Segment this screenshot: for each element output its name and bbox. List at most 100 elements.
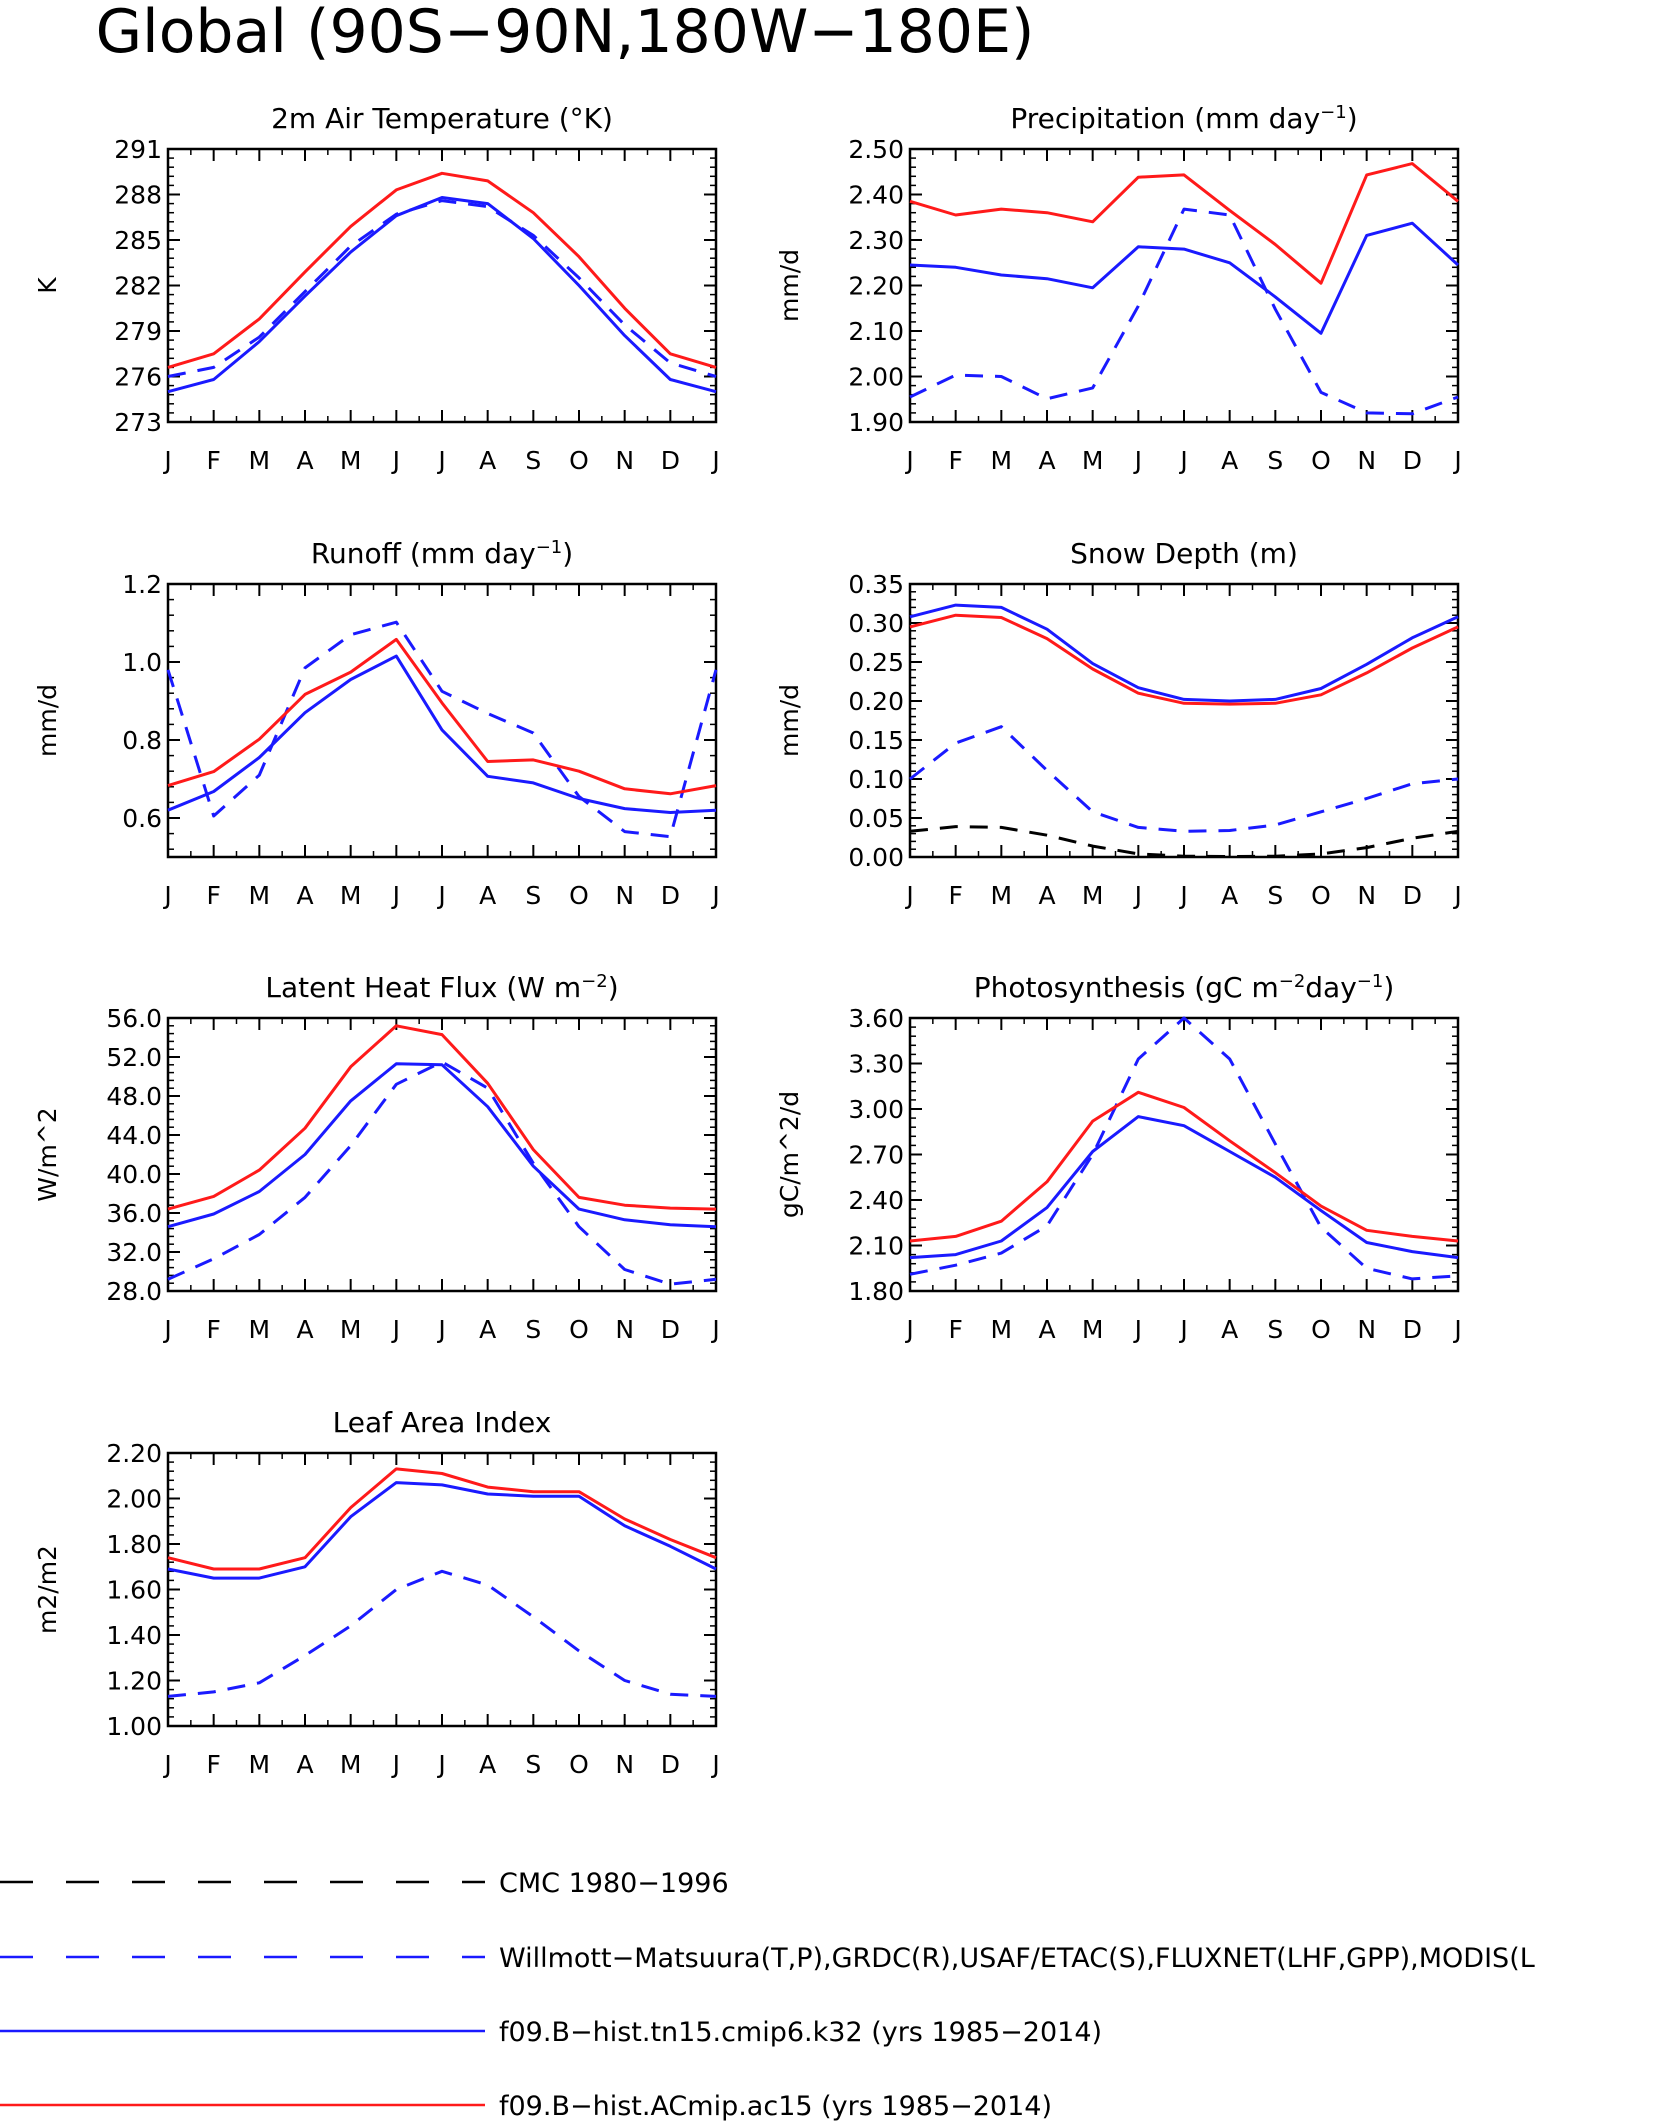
series-line-solid-1 xyxy=(909,221,1460,335)
x-tick-label: D xyxy=(661,1315,680,1344)
series-line-dashed-0 xyxy=(166,620,718,839)
x-tick-label: J xyxy=(162,1315,171,1344)
y-tick-label: 3.00 xyxy=(848,1095,904,1124)
y-tick-label: 0.35 xyxy=(848,570,904,599)
plot-frame xyxy=(166,1451,718,1728)
y-tick-label: 276 xyxy=(114,363,162,392)
y-tick-label: 2.70 xyxy=(848,1141,904,1170)
x-tick-label: N xyxy=(1357,1315,1376,1344)
y-tick-label: 0.05 xyxy=(848,804,904,833)
x-tick-label: S xyxy=(1267,1315,1283,1344)
panel-title: Leaf Area Index xyxy=(333,1406,552,1439)
plot-frame xyxy=(166,147,718,424)
series-line-dashed-0 xyxy=(167,199,717,378)
x-tick-label: J xyxy=(391,446,400,475)
x-tick-label: M xyxy=(991,446,1013,475)
x-tick-label: A xyxy=(1038,1315,1055,1344)
x-tick-label: F xyxy=(206,446,220,475)
x-tick-label: J xyxy=(1178,1315,1187,1344)
series-line-solid-1 xyxy=(167,196,717,394)
x-tick-label: J xyxy=(391,881,400,910)
x-tick-label: J xyxy=(904,881,913,910)
x-tick-label: A xyxy=(1038,446,1055,475)
x-tick-label: J xyxy=(710,1750,719,1779)
x-tick-label: J xyxy=(1452,881,1461,910)
x-tick-label: A xyxy=(296,1315,313,1344)
x-tick-label: F xyxy=(948,446,962,475)
x-tick-label: M xyxy=(340,881,362,910)
y-tick-label: 0.8 xyxy=(122,726,162,755)
x-tick-label: D xyxy=(1403,1315,1422,1344)
x-tick-label: J xyxy=(1178,881,1187,910)
y-axis-label: mm/d xyxy=(775,249,804,322)
x-tick-label: O xyxy=(569,881,589,910)
x-tick-label: F xyxy=(206,881,220,910)
y-tick-label: 28.0 xyxy=(106,1277,162,1306)
y-tick-label: 1.2 xyxy=(122,570,162,599)
series-line-dashed-0 xyxy=(167,1569,717,1698)
series-line-dashed-0 xyxy=(909,825,1459,859)
x-tick-label: A xyxy=(1038,881,1055,910)
y-tick-label: 0.10 xyxy=(848,765,904,794)
legend-label-1: Willmott−Matsuura(T,P),GRDC(R),USAF/ETAC… xyxy=(499,1943,1535,1974)
y-tick-label: 0.30 xyxy=(848,609,904,638)
y-tick-label: 0.00 xyxy=(848,843,904,872)
x-tick-label: D xyxy=(661,881,680,910)
x-tick-label: M xyxy=(249,881,271,910)
x-tick-label: N xyxy=(615,1315,634,1344)
y-tick-label: 2.10 xyxy=(848,317,904,346)
y-axis-label: gC/m^2/d xyxy=(775,1091,804,1218)
x-tick-label: D xyxy=(1403,881,1422,910)
y-tick-label: 0.15 xyxy=(848,726,904,755)
x-tick-label: F xyxy=(948,881,962,910)
plot-frame xyxy=(908,147,1460,424)
plot-frame xyxy=(166,1016,718,1293)
x-tick-label: J xyxy=(1133,1315,1142,1344)
x-tick-label: J xyxy=(1452,1315,1461,1344)
x-tick-label: O xyxy=(569,446,589,475)
y-tick-label: 285 xyxy=(114,226,162,255)
legend-label-3: f09.B−hist.ACmip.ac15 (yrs 1985−2014) xyxy=(499,2091,1052,2122)
x-tick-label: D xyxy=(1403,446,1422,475)
x-tick-label: J xyxy=(904,446,913,475)
series-line-dashed-0 xyxy=(909,207,1459,416)
series-line-solid-2 xyxy=(167,1024,717,1211)
y-tick-label: 0.6 xyxy=(122,804,162,833)
series-line-solid-2 xyxy=(909,603,1459,703)
x-tick-label: J xyxy=(162,1750,171,1779)
y-tick-label: 2.00 xyxy=(848,363,904,392)
series-line-dashed-0 xyxy=(167,1060,717,1286)
x-tick-label: S xyxy=(525,446,541,475)
panel-title: Photosynthesis (gC m−2day−1) xyxy=(974,971,1395,1005)
y-tick-label: 2.40 xyxy=(848,1186,904,1215)
series-line-solid-1 xyxy=(167,1062,717,1229)
series-line-solid-1 xyxy=(167,654,717,814)
x-tick-label: J xyxy=(436,1315,445,1344)
x-tick-label: M xyxy=(1082,1315,1104,1344)
x-tick-label: O xyxy=(1311,1315,1331,1344)
main-title: Global (90S−90N,180W−180E) xyxy=(96,0,1035,67)
legend: CMC 1980−1996 Willmott−Matsuura(T,P),GRDC… xyxy=(0,1868,1535,2122)
x-tick-label: S xyxy=(1267,446,1283,475)
y-tick-label: 291 xyxy=(114,135,162,164)
x-tick-label: A xyxy=(296,446,313,475)
x-tick-label: J xyxy=(436,1750,445,1779)
x-tick-label: J xyxy=(162,881,171,910)
x-tick-label: F xyxy=(206,1750,220,1779)
series-line-solid-2 xyxy=(909,162,1459,285)
x-tick-label: M xyxy=(340,446,362,475)
x-tick-label: N xyxy=(615,446,634,475)
y-tick-label: 2.40 xyxy=(848,181,904,210)
chart-panel-4: J F M A M J J A S O N D J28.032.036.040.044.048.052.… xyxy=(33,971,720,1345)
panel-title: Snow Depth (m) xyxy=(1070,537,1298,570)
x-tick-label: A xyxy=(1221,446,1238,475)
x-tick-label: N xyxy=(1357,446,1376,475)
y-tick-label: 1.0 xyxy=(122,648,162,677)
series-line-dashed-0 xyxy=(909,1016,1459,1281)
y-axis-label: m2/m2 xyxy=(33,1545,62,1634)
plot-frame xyxy=(166,582,718,859)
x-tick-label: M xyxy=(1082,881,1104,910)
y-tick-label: 2.30 xyxy=(848,226,904,255)
